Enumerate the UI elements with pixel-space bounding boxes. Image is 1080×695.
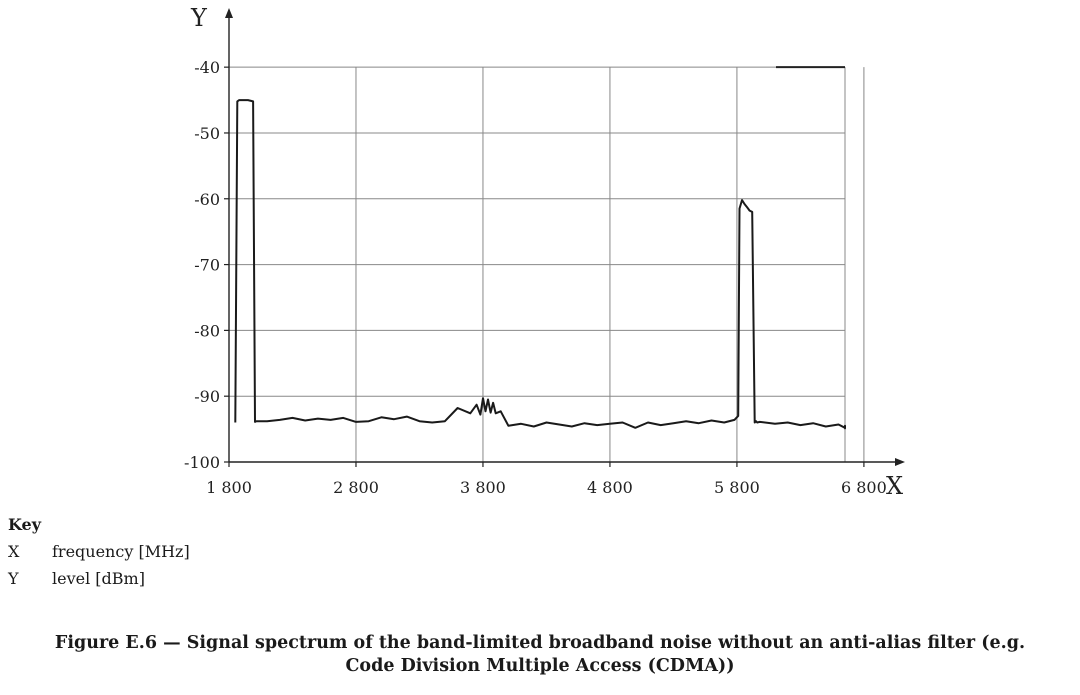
x-axis-letter: X — [886, 472, 903, 500]
y-tick-label: -70 — [194, 256, 220, 275]
key-symbol: X — [8, 542, 20, 561]
spectrum-chart: -40 -50 -60 -70 -80 -90 -100 1 800 2 800 3 800 4 8… — [184, 4, 905, 500]
y-tick-label: -80 — [194, 321, 220, 340]
y-tick-label: -90 — [194, 387, 220, 406]
y-tick-label: -40 — [194, 58, 220, 77]
spectrum-line — [234, 99, 846, 430]
grid-lines — [229, 66, 865, 462]
key-title: Key — [8, 515, 42, 534]
y-tick-label: -60 — [194, 190, 220, 209]
key-description: level [dBm] — [52, 569, 145, 588]
x-tick-label: 3 800 — [460, 478, 506, 497]
axes — [224, 8, 905, 467]
y-axis-letter: Y — [190, 4, 208, 32]
y-tick-label: -100 — [184, 453, 220, 472]
x-tick-label: 4 800 — [587, 478, 633, 497]
series-layer — [234, 99, 846, 430]
y-tick-label: -50 — [194, 124, 220, 143]
x-tick-label: 5 800 — [714, 478, 760, 497]
x-tick-label: 6 800 — [841, 478, 887, 497]
x-tick-label: 1 800 — [206, 478, 252, 497]
figure-caption: Figure E.6 — Signal spectrum of the band… — [54, 633, 1026, 676]
tick-labels: -40 -50 -60 -70 -80 -90 -100 1 800 2 800 3 800 4 8… — [184, 58, 887, 497]
x-axis-arrow — [895, 458, 905, 466]
y-axis-arrow — [225, 8, 233, 18]
key-description: frequency [MHz] — [52, 542, 190, 561]
key-symbol: Y — [8, 569, 19, 588]
x-tick-label: 2 800 — [333, 478, 379, 497]
